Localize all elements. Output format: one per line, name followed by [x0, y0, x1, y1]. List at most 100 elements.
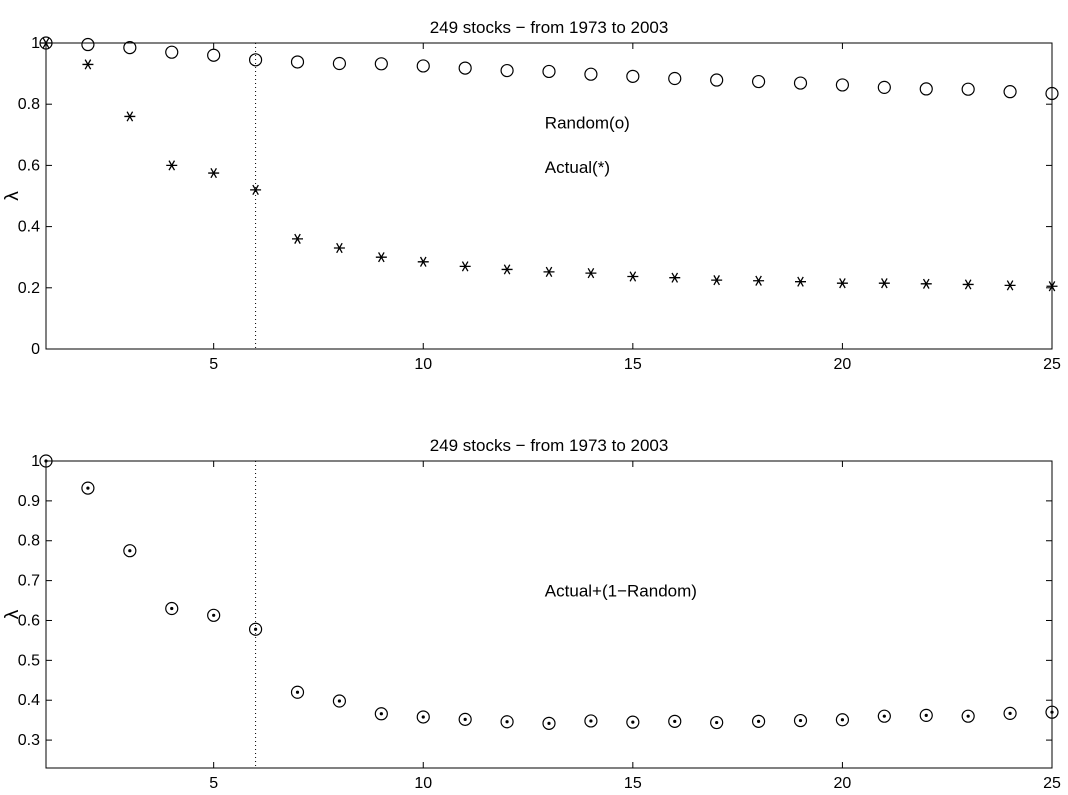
data-point-asterisk: [250, 184, 262, 195]
data-point-asterisk: [543, 266, 555, 277]
data-point-asterisk: [292, 233, 303, 244]
y-tick-label: 0.6: [18, 157, 40, 174]
y-tick-label: 0.7: [18, 573, 40, 590]
data-point-dot: [295, 690, 300, 694]
data-point-asterisk: [627, 271, 639, 282]
data-point-circle: [877, 709, 891, 723]
x-tick-label: 15: [624, 775, 642, 792]
data-point-dot: [1050, 710, 1054, 714]
data-point-asterisk: [920, 278, 932, 289]
data-point-circle: [961, 82, 975, 96]
bottom-chart-panel: 249 stocks − from 1973 to 2003 λ 5 10 15 20 25…: [2, 436, 1061, 792]
data-point-asterisk: [82, 59, 94, 70]
data-point-circle: [835, 713, 850, 727]
data-point-dot: [673, 719, 677, 723]
data-point-circle: [919, 708, 933, 722]
data-point-dot: [170, 606, 174, 611]
data-point-circle: [165, 601, 179, 616]
data-point-circle: [123, 40, 137, 55]
data-point-circle: [500, 63, 514, 78]
x-tick-label: 15: [624, 356, 642, 373]
data-point-asterisk: [417, 256, 429, 267]
x-tick-label: 25: [1043, 356, 1061, 373]
data-point-circle: [626, 715, 640, 729]
data-point-circle: [542, 64, 556, 79]
y-tick-label: 0.8: [18, 96, 40, 113]
y-tick-label: 0.4: [18, 219, 40, 236]
x-tick-label: 10: [414, 775, 432, 792]
data-point-dot: [379, 712, 383, 716]
data-point-asterisk: [962, 279, 974, 290]
chart-annotation: Actual(*): [545, 158, 610, 177]
data-point-dot: [421, 715, 425, 719]
data-point-circle: [584, 714, 598, 728]
data-point-circle: [961, 709, 975, 723]
x-tick-label: 20: [834, 775, 852, 792]
data-point-circle: [542, 716, 556, 730]
data-point-dot: [715, 720, 719, 725]
data-point-asterisk: [1046, 281, 1058, 292]
data-point-circle: [374, 57, 388, 71]
data-point-asterisk: [333, 242, 345, 254]
data-point-dot: [547, 721, 551, 725]
chart-annotation: Random(o): [545, 114, 630, 133]
y-tick-label: 0.3: [18, 732, 40, 749]
data-point-circle: [248, 622, 263, 636]
data-point-circle: [751, 714, 766, 728]
x-tick-label: 5: [209, 775, 218, 792]
chart-title: 249 stocks − from 1973 to 2003: [430, 436, 669, 455]
y-tick-label: 0.4: [18, 692, 40, 709]
data-point-circle: [500, 715, 514, 729]
data-point-asterisk: [459, 261, 471, 272]
data-point-dot: [966, 714, 970, 718]
axes-box: [45, 460, 1053, 769]
data-point-dot: [631, 720, 635, 724]
data-point-circle: [248, 53, 263, 67]
data-point-circle: [123, 544, 137, 558]
y-tick-label: 0.8: [18, 533, 40, 550]
data-point-asterisk: [501, 264, 513, 275]
chart-annotation: Actual+(1−Random): [545, 582, 697, 601]
y-axis-label: λ: [2, 191, 23, 201]
data-point-circle: [668, 71, 682, 86]
data-point-circle: [710, 715, 724, 730]
data-point-dot: [589, 719, 593, 723]
data-point-asterisk: [711, 275, 723, 286]
data-point-asterisk: [208, 167, 220, 179]
data-point-dot: [798, 718, 803, 723]
data-point-circle: [793, 76, 808, 90]
data-point-dot: [337, 699, 342, 703]
data-point-asterisk: [1004, 280, 1016, 291]
data-point-circle: [793, 713, 808, 728]
data-point-circle: [877, 80, 891, 94]
data-point-circle: [416, 59, 430, 73]
y-tick-label: 0.6: [18, 612, 40, 629]
x-tick-label: 20: [834, 356, 852, 373]
data-point-circle: [81, 481, 95, 495]
data-point-asterisk: [40, 37, 52, 49]
data-point-asterisk: [669, 272, 681, 283]
data-point-circle: [207, 48, 221, 62]
data-point-circle: [1045, 86, 1059, 101]
data-point-circle: [751, 74, 766, 89]
chart-title: 249 stocks − from 1973 to 2003: [430, 18, 669, 37]
data-point-dot: [128, 549, 132, 553]
y-tick-label: 0.5: [18, 652, 40, 669]
data-point-dot: [463, 717, 467, 721]
data-point-circle: [165, 45, 179, 59]
data-point-circle: [374, 707, 388, 721]
data-point-asterisk: [375, 252, 387, 263]
data-point-circle: [1045, 705, 1059, 719]
data-point-dot: [882, 714, 886, 718]
y-tick-label: 1: [31, 453, 40, 470]
data-point-dot: [924, 713, 928, 717]
data-point-circle: [332, 56, 347, 71]
x-tick-label: 25: [1043, 775, 1061, 792]
data-point-asterisk: [124, 111, 136, 122]
data-point-circle: [668, 714, 682, 728]
data-point-circle: [1003, 706, 1017, 720]
data-point-asterisk: [753, 275, 765, 286]
data-point-dot: [1008, 711, 1012, 715]
